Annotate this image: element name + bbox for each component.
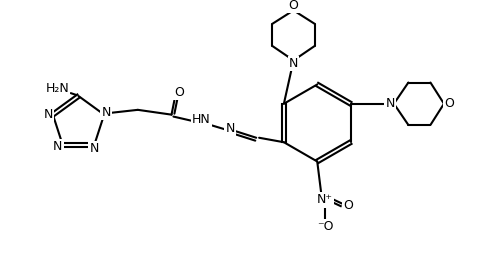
Text: H₂N: H₂N [45, 82, 69, 95]
Text: O: O [343, 199, 353, 212]
Text: N: N [43, 108, 53, 121]
Text: N: N [225, 122, 235, 135]
Text: N: N [90, 142, 99, 155]
Text: ⁻O: ⁻O [317, 220, 333, 234]
Text: N: N [53, 140, 62, 153]
Text: N: N [385, 97, 395, 110]
Text: N⁺: N⁺ [317, 194, 333, 206]
Text: N: N [289, 57, 298, 70]
Text: O: O [289, 0, 299, 12]
Text: HN: HN [192, 113, 211, 126]
Text: O: O [174, 86, 184, 99]
Text: O: O [444, 97, 454, 110]
Text: N: N [101, 106, 111, 119]
